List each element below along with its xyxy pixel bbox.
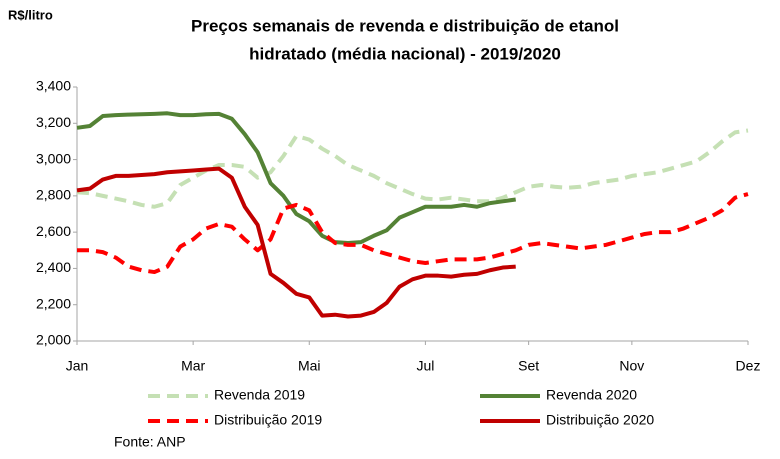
x-tick-label: Mar — [181, 358, 205, 374]
source: Fonte: ANP — [114, 434, 186, 450]
y-tick-label: 2,600 — [36, 223, 71, 239]
legend-label: Distribuição 2019 — [214, 412, 322, 428]
y-tick-label: 2,200 — [36, 295, 71, 311]
chart-title: hidratado (média nacional) - 2019/2020 — [249, 44, 561, 63]
series-line — [76, 111, 517, 246]
y-tick-label: 3,200 — [36, 114, 71, 130]
chart-title: Preços semanais de revenda e distribuiçã… — [191, 16, 619, 35]
legend-label: Revenda 2019 — [214, 387, 305, 403]
x-tick-label: Jul — [416, 358, 434, 374]
x-tick-label: Set — [518, 358, 539, 374]
y-unit: R$/litro — [8, 7, 53, 22]
x-tick-label: Mai — [298, 358, 321, 374]
y-tick-label: 2,800 — [36, 187, 71, 203]
x-tick-label: Jan — [66, 358, 89, 374]
y-tick-label: 2,400 — [36, 259, 71, 275]
legend-label: Revenda 2020 — [546, 387, 637, 403]
x-tick-label: Nov — [619, 358, 644, 374]
y-tick-label: 2,000 — [36, 332, 71, 348]
series-line — [76, 166, 516, 319]
y-tick-label: 3,400 — [36, 78, 71, 94]
y-tick-label: 3,000 — [36, 150, 71, 166]
legend-label: Distribuição 2020 — [546, 412, 654, 428]
x-tick-label: Dez — [736, 358, 761, 374]
series-line — [76, 128, 749, 209]
series-line — [77, 192, 749, 275]
